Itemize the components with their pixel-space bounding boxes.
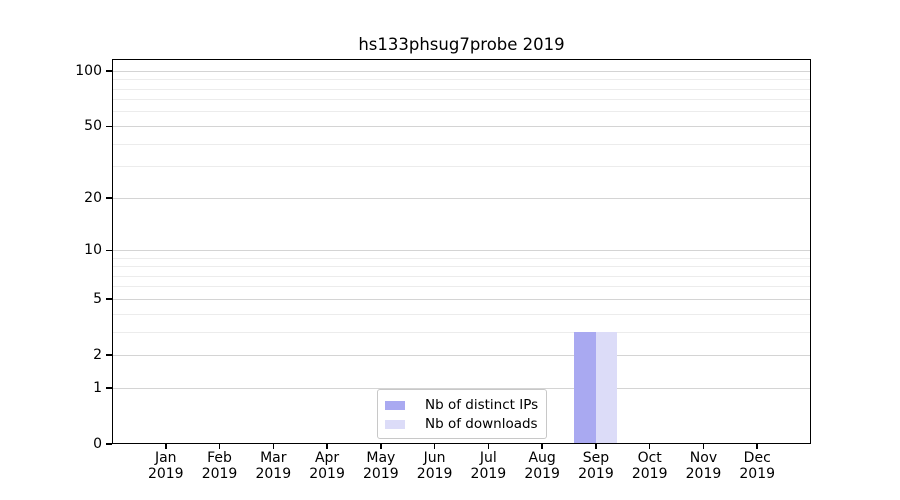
- major-gridline: [112, 197, 811, 199]
- y-tick: [105, 354, 112, 357]
- x-tick-month: Jun: [423, 450, 446, 466]
- x-tick-month: Feb: [207, 450, 232, 466]
- y-tick: [105, 249, 112, 252]
- y-tick: [105, 197, 112, 199]
- x-tick-month: Oct: [637, 450, 662, 466]
- x-tick-month: Nov: [689, 450, 718, 466]
- y-tick-label: 5: [93, 291, 102, 308]
- legend-swatch-downloads-icon: [385, 419, 405, 429]
- y-tick: [105, 443, 112, 445]
- x-tick-year: 2019: [524, 465, 560, 482]
- x-tick: [164, 444, 167, 449]
- major-gridline: [112, 70, 811, 72]
- x-tick-month: Jul: [479, 450, 497, 466]
- y-tick-label: 10: [84, 242, 102, 259]
- x-tick-year: 2019: [578, 465, 614, 482]
- x-tick-month: May: [366, 450, 396, 466]
- x-tick-year: 2019: [739, 465, 776, 482]
- x-tick-year: 2019: [416, 465, 453, 482]
- y-tick: [105, 70, 112, 73]
- minor-gridline: [112, 143, 811, 145]
- minor-gridline: [112, 88, 811, 90]
- x-tick: [326, 444, 328, 449]
- x-tick: [648, 444, 651, 449]
- x-tick-year: 2019: [309, 465, 345, 482]
- minor-gridline: [112, 111, 811, 113]
- x-tick-label: Oct 2019: [617, 450, 683, 482]
- y-tick-label: 1: [93, 380, 102, 396]
- x-tick-year: 2019: [255, 465, 292, 482]
- x-tick: [218, 444, 221, 449]
- x-tick-month: Dec: [743, 450, 771, 466]
- x-tick: [756, 444, 759, 449]
- legend-swatch-distinct-ips-icon: [385, 400, 405, 410]
- y-tick-label: 50: [84, 118, 102, 135]
- plot-area: [112, 59, 811, 444]
- legend-label-distinct-ips: Nb of distinct IPs: [425, 397, 539, 413]
- bar-downloads: [595, 332, 618, 444]
- minor-gridline: [112, 313, 811, 315]
- x-tick-label: Sep 2019: [563, 450, 629, 482]
- x-tick-month: Sep: [582, 450, 610, 466]
- major-gridline: [112, 354, 811, 356]
- major-gridline: [112, 125, 811, 127]
- x-tick-label: Mar 2019: [240, 450, 306, 482]
- major-gridline: [112, 387, 811, 389]
- major-gridline: [112, 249, 811, 251]
- x-tick-year: 2019: [470, 465, 507, 482]
- x-tick-label: Feb 2019: [187, 450, 253, 482]
- x-tick: [541, 444, 543, 449]
- minor-gridline: [112, 79, 811, 81]
- y-tick: [105, 298, 112, 301]
- x-tick: [433, 444, 436, 449]
- x-tick: [702, 444, 705, 449]
- x-tick-year: 2019: [363, 465, 399, 482]
- y-tick-label: 2: [93, 347, 102, 364]
- major-gridline: [112, 298, 811, 300]
- minor-gridline: [112, 275, 811, 277]
- x-tick-year: 2019: [685, 465, 722, 482]
- x-tick-month: Mar: [260, 450, 287, 466]
- x-tick-label: May 2019: [348, 450, 414, 482]
- x-tick-month: Apr: [314, 450, 340, 466]
- legend: Nb of distinct IPs Nb of downloads: [377, 389, 547, 439]
- minor-gridline: [112, 331, 811, 333]
- x-tick-label: Jul 2019: [455, 450, 521, 482]
- minor-gridline: [112, 286, 811, 288]
- legend-item-downloads: Nb of downloads: [385, 415, 538, 433]
- minor-gridline: [112, 266, 811, 268]
- y-tick-label: 0: [93, 436, 102, 452]
- x-tick-month: Jan: [154, 450, 177, 466]
- y-tick-label: 100: [75, 63, 102, 80]
- minor-gridline: [112, 166, 811, 168]
- x-tick: [487, 444, 490, 449]
- chart-title: hs133phsug7probe 2019: [358, 35, 565, 54]
- minor-gridline: [112, 99, 811, 101]
- legend-item-distinct-ips: Nb of distinct IPs: [385, 396, 538, 414]
- y-tick: [105, 387, 112, 389]
- x-tick: [380, 444, 382, 449]
- x-tick-label: Aug 2019: [509, 450, 575, 482]
- x-tick: [595, 444, 597, 449]
- x-tick-year: 2019: [147, 465, 184, 482]
- minor-gridline: [112, 257, 811, 259]
- x-tick: [272, 444, 275, 449]
- x-tick-year: 2019: [631, 465, 668, 482]
- x-tick-label: Dec 2019: [724, 450, 790, 482]
- y-tick: [105, 125, 112, 128]
- x-tick-label: Apr 2019: [294, 450, 360, 482]
- y-tick-label: 20: [84, 190, 102, 207]
- x-tick-year: 2019: [201, 465, 238, 482]
- x-tick-label: Jan 2019: [133, 450, 199, 482]
- x-tick-label: Nov 2019: [670, 450, 736, 482]
- x-tick-month: Aug: [528, 450, 556, 466]
- legend-label-downloads: Nb of downloads: [425, 416, 538, 432]
- bar-distinct-ips: [574, 332, 596, 444]
- x-tick-label: Jun 2019: [402, 450, 468, 482]
